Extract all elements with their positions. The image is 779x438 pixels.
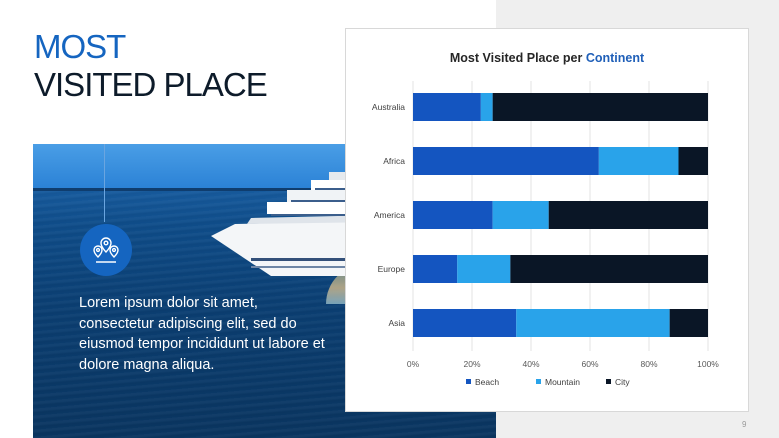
x-tick-label: 60% (581, 359, 598, 369)
x-tick-label: 100% (697, 359, 719, 369)
category-label: Australia (372, 102, 405, 112)
photo-horizon (33, 188, 496, 191)
legend-swatch-city (606, 379, 611, 384)
bar-city (669, 309, 708, 337)
bar-city (492, 93, 708, 121)
bar-beach (413, 255, 458, 283)
bar-city (678, 147, 708, 175)
x-tick-label: 80% (640, 359, 657, 369)
location-icon-badge (80, 224, 132, 276)
x-tick-label: 40% (522, 359, 539, 369)
x-tick-label: 0% (407, 359, 420, 369)
bar-beach (413, 147, 599, 175)
legend-swatch-mountain (536, 379, 541, 384)
bar-mountain (516, 309, 670, 337)
bar-city (510, 255, 708, 283)
location-pins-icon (93, 237, 119, 263)
bar-city (548, 201, 708, 229)
bar-beach (413, 93, 481, 121)
legend-label: City (615, 377, 630, 387)
category-label: Africa (383, 156, 405, 166)
bar-mountain (598, 147, 679, 175)
legend-swatch-beach (466, 379, 471, 384)
chart-title-main: Most Visited Place per (449, 51, 583, 65)
x-tick-label: 20% (463, 359, 480, 369)
bar-mountain (457, 255, 511, 283)
connector-line (104, 144, 105, 222)
description-text: Lorem ipsum dolor sit amet, consectetur … (79, 295, 325, 373)
legend-label: Beach (475, 377, 499, 387)
title-line-1: MOST (34, 28, 126, 65)
chart-title-accent: Continent (585, 51, 645, 65)
chart-title: Most Visited Place per Continent (346, 51, 748, 65)
chart-card: Most Visited Place per Continent 0% 20% 40… (345, 28, 749, 412)
bar-beach (413, 309, 517, 337)
page-number: 9 (742, 420, 747, 429)
bar-mountain (480, 93, 493, 121)
category-label: Europe (378, 264, 406, 274)
category-label: Asia (388, 318, 405, 328)
title-line-2: VISITED PLACE (34, 66, 268, 103)
bar-mountain (492, 201, 549, 229)
legend-label: Mountain (545, 377, 580, 387)
stacked-bar-chart: 0% 20% 40% 60% 80% 100% Australia Africa America… (372, 81, 719, 387)
slide-title: MOST VISITED PLACE (34, 28, 268, 103)
category-label: America (374, 210, 405, 220)
bar-beach (413, 201, 493, 229)
